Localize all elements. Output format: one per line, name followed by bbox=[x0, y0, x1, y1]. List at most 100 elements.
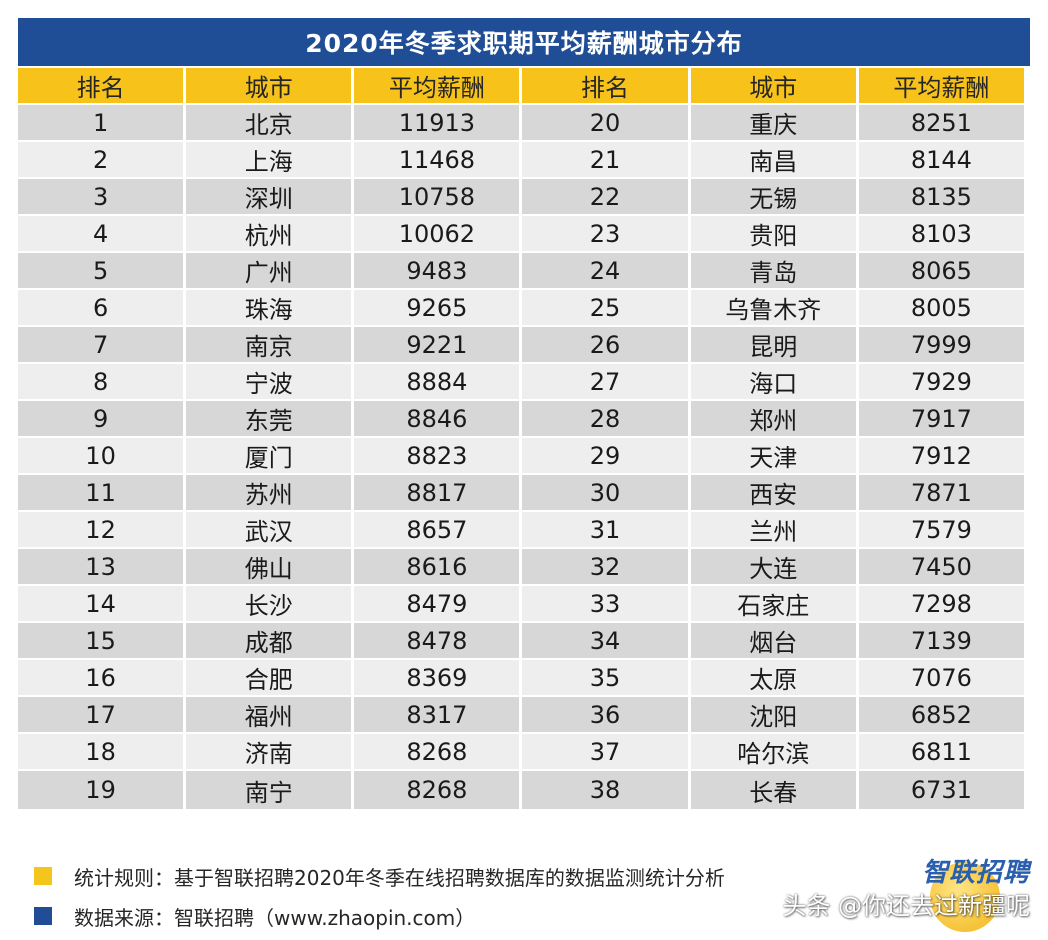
cell-salary-left: 8884 bbox=[354, 364, 520, 399]
cell-city-left: 东莞 bbox=[186, 401, 352, 436]
zhaopin-logo: 智联招聘 bbox=[912, 852, 1030, 932]
cell-salary-right: 8135 bbox=[858, 179, 1024, 214]
table-row: 12 武汉 8657 31 兰州 7579 bbox=[18, 512, 1024, 547]
table-body: 1 北京 11913 20 重庆 8251 2 上海 11468 21 南昌 8144 3 深圳 10758… bbox=[18, 105, 1024, 809]
cell-salary-left: 8823 bbox=[354, 438, 520, 473]
cell-city-right: 烟台 bbox=[690, 623, 856, 658]
table-row: 6 珠海 9265 25 乌鲁木齐 8005 bbox=[18, 290, 1024, 325]
cell-city-right: 兰州 bbox=[690, 512, 856, 547]
header-salary-right: 平均薪酬 bbox=[858, 68, 1024, 103]
cell-city-right: 郑州 bbox=[690, 401, 856, 436]
yellow-square-icon bbox=[34, 867, 52, 885]
cell-salary-right: 6731 bbox=[858, 771, 1024, 809]
table-row: 4 杭州 10062 23 贵阳 8103 bbox=[18, 216, 1024, 251]
legend: 统计规则：基于智联招聘2020年冬季在线招聘数据库的数据监测统计分析 数据来源：… bbox=[34, 860, 725, 940]
cell-rank-right: 21 bbox=[522, 142, 688, 177]
cell-salary-left: 9221 bbox=[354, 327, 520, 362]
header-city-right: 城市 bbox=[690, 68, 856, 103]
cell-salary-right: 8144 bbox=[858, 142, 1024, 177]
cell-salary-right: 7450 bbox=[858, 549, 1024, 584]
cell-salary-left: 8268 bbox=[354, 771, 520, 809]
cell-salary-right: 8103 bbox=[858, 216, 1024, 251]
cell-rank-left: 11 bbox=[18, 475, 184, 510]
cell-city-left: 深圳 bbox=[186, 179, 352, 214]
cell-city-left: 长沙 bbox=[186, 586, 352, 621]
cell-rank-right: 36 bbox=[522, 697, 688, 732]
cell-salary-right: 7929 bbox=[858, 364, 1024, 399]
header-salary-left: 平均薪酬 bbox=[354, 68, 520, 103]
cell-city-right: 重庆 bbox=[690, 105, 856, 140]
cell-rank-right: 35 bbox=[522, 660, 688, 695]
cell-salary-left: 8817 bbox=[354, 475, 520, 510]
cell-salary-right: 7139 bbox=[858, 623, 1024, 658]
cell-city-right: 昆明 bbox=[690, 327, 856, 362]
cell-salary-right: 7298 bbox=[858, 586, 1024, 621]
cell-rank-right: 25 bbox=[522, 290, 688, 325]
cell-city-right: 大连 bbox=[690, 549, 856, 584]
cell-rank-right: 33 bbox=[522, 586, 688, 621]
cell-rank-left: 16 bbox=[18, 660, 184, 695]
cell-city-left: 上海 bbox=[186, 142, 352, 177]
cell-rank-left: 14 bbox=[18, 586, 184, 621]
blue-square-icon bbox=[34, 907, 52, 925]
cell-city-left: 佛山 bbox=[186, 549, 352, 584]
table-row: 17 福州 8317 36 沈阳 6852 bbox=[18, 697, 1024, 732]
header-rank-left: 排名 bbox=[18, 68, 184, 103]
cell-salary-right: 8005 bbox=[858, 290, 1024, 325]
cell-salary-right: 7912 bbox=[858, 438, 1024, 473]
table-row: 19 南宁 8268 38 长春 6731 bbox=[18, 771, 1024, 809]
salary-table: 排名 城市 平均薪酬 排名 城市 平均薪酬 1 北京 11913 20 重庆 8251 2 上… bbox=[15, 66, 1027, 811]
cell-rank-left: 19 bbox=[18, 771, 184, 809]
cell-salary-right: 7076 bbox=[858, 660, 1024, 695]
cell-city-left: 宁波 bbox=[186, 364, 352, 399]
cell-rank-right: 26 bbox=[522, 327, 688, 362]
cell-city-right: 贵阳 bbox=[690, 216, 856, 251]
table-row: 9 东莞 8846 28 郑州 7917 bbox=[18, 401, 1024, 436]
header-rank-right: 排名 bbox=[522, 68, 688, 103]
cell-salary-right: 7579 bbox=[858, 512, 1024, 547]
table-row: 14 长沙 8479 33 石家庄 7298 bbox=[18, 586, 1024, 621]
cell-city-left: 成都 bbox=[186, 623, 352, 658]
cell-city-right: 西安 bbox=[690, 475, 856, 510]
cell-rank-left: 5 bbox=[18, 253, 184, 288]
cell-salary-left: 9265 bbox=[354, 290, 520, 325]
cell-salary-right: 8251 bbox=[858, 105, 1024, 140]
table-row: 8 宁波 8884 27 海口 7929 bbox=[18, 364, 1024, 399]
cell-city-right: 青岛 bbox=[690, 253, 856, 288]
cell-city-right: 南昌 bbox=[690, 142, 856, 177]
legend-rule-row: 统计规则：基于智联招聘2020年冬季在线招聘数据库的数据监测统计分析 bbox=[34, 860, 725, 892]
cell-salary-right: 8065 bbox=[858, 253, 1024, 288]
brand-name: 智联招聘 bbox=[921, 858, 1030, 888]
cell-city-left: 武汉 bbox=[186, 512, 352, 547]
cell-salary-left: 11913 bbox=[354, 105, 520, 140]
cell-salary-left: 8479 bbox=[354, 586, 520, 621]
cell-salary-left: 8317 bbox=[354, 697, 520, 732]
table-row: 3 深圳 10758 22 无锡 8135 bbox=[18, 179, 1024, 214]
header-row: 排名 城市 平均薪酬 排名 城市 平均薪酬 bbox=[18, 68, 1024, 103]
cell-salary-left: 8657 bbox=[354, 512, 520, 547]
table-row: 1 北京 11913 20 重庆 8251 bbox=[18, 105, 1024, 140]
cell-city-left: 合肥 bbox=[186, 660, 352, 695]
legend-source-row: 数据来源：智联招聘（www.zhaopin.com） bbox=[34, 900, 725, 932]
cell-salary-left: 10062 bbox=[354, 216, 520, 251]
cell-salary-left: 8846 bbox=[354, 401, 520, 436]
cell-rank-left: 4 bbox=[18, 216, 184, 251]
cell-city-left: 济南 bbox=[186, 734, 352, 769]
cell-rank-right: 20 bbox=[522, 105, 688, 140]
watermark: 头条 @你还去过新疆呢 bbox=[782, 892, 1030, 920]
cell-city-right: 海口 bbox=[690, 364, 856, 399]
cell-rank-right: 31 bbox=[522, 512, 688, 547]
cell-city-left: 厦门 bbox=[186, 438, 352, 473]
cell-city-right: 太原 bbox=[690, 660, 856, 695]
cell-salary-left: 8369 bbox=[354, 660, 520, 695]
cell-rank-right: 37 bbox=[522, 734, 688, 769]
table-row: 15 成都 8478 34 烟台 7139 bbox=[18, 623, 1024, 658]
cell-rank-right: 27 bbox=[522, 364, 688, 399]
cell-salary-left: 8268 bbox=[354, 734, 520, 769]
cell-city-right: 乌鲁木齐 bbox=[690, 290, 856, 325]
cell-rank-left: 1 bbox=[18, 105, 184, 140]
cell-city-right: 石家庄 bbox=[690, 586, 856, 621]
cell-rank-right: 29 bbox=[522, 438, 688, 473]
cell-salary-right: 6811 bbox=[858, 734, 1024, 769]
cell-rank-right: 34 bbox=[522, 623, 688, 658]
